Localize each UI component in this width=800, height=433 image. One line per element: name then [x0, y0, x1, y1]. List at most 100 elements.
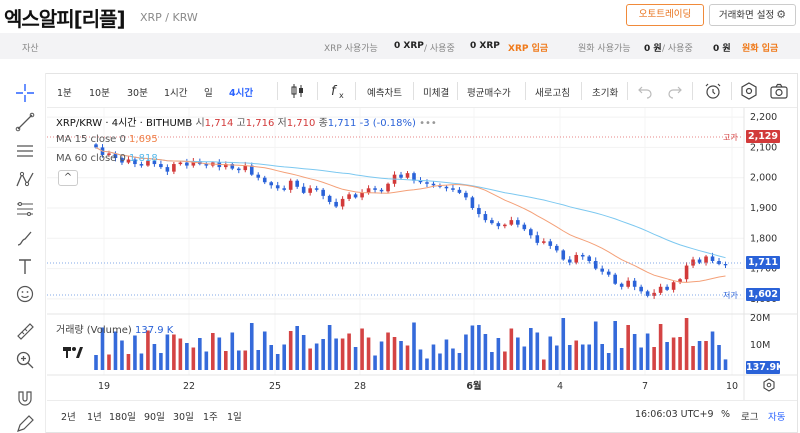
toolbar-divider — [627, 82, 628, 100]
volume-bar — [94, 355, 98, 370]
forecast-chart-button[interactable]: 예측차트 — [367, 88, 402, 99]
candle-body — [580, 254, 585, 257]
candle-body — [535, 235, 540, 243]
candle-body — [347, 194, 351, 199]
interval-1m[interactable]: 1분 — [57, 88, 72, 99]
settings-icon[interactable] — [739, 81, 759, 101]
volume-bar — [334, 338, 338, 370]
range-1d[interactable]: 1일 — [227, 412, 242, 423]
crosshair-icon[interactable] — [14, 82, 36, 104]
volume-bar — [217, 337, 222, 370]
candle-body — [334, 201, 338, 207]
volume-value: 137.9 K — [134, 325, 174, 336]
log-toggle[interactable]: 로그 — [741, 412, 759, 423]
candle-type-icon[interactable] — [289, 82, 307, 100]
range-90d[interactable]: 90일 — [144, 412, 165, 423]
candle-body — [665, 286, 669, 290]
candle-body — [146, 161, 150, 166]
candle-body — [204, 164, 209, 166]
reset-button[interactable]: 초기화 — [592, 88, 619, 99]
volume-bar — [288, 331, 293, 370]
range-1y[interactable]: 1년 — [87, 412, 102, 423]
auto-trade-button[interactable]: 오토트레이딩 — [626, 4, 704, 26]
interval-30m[interactable]: 30분 — [127, 88, 148, 99]
redo-icon[interactable] — [667, 83, 683, 99]
svg-text:x: x — [339, 91, 344, 100]
candle-body — [412, 173, 416, 181]
brush-icon[interactable] — [14, 227, 36, 249]
range-30d[interactable]: 30일 — [173, 412, 194, 423]
volume-bar — [243, 350, 248, 370]
chart-settings-icon[interactable] — [762, 378, 776, 392]
horizontal-lines-icon[interactable] — [14, 140, 36, 162]
refresh-button[interactable]: 새로고침 — [535, 88, 570, 99]
magnet-icon[interactable] — [14, 387, 36, 409]
open-orders-button[interactable]: 미체결 — [423, 88, 450, 99]
volume-bar — [548, 336, 553, 370]
fib-icon[interactable] — [14, 198, 36, 220]
time-tick-label: 25 — [269, 381, 281, 392]
xrp-deposit-link[interactable]: XRP 입금 — [508, 44, 549, 54]
volume-bar — [347, 333, 351, 370]
price-chart[interactable]: 2,2002,1002,0001,9001,8001,7001,60020M10… — [47, 108, 797, 400]
text-tool-icon[interactable] — [14, 256, 36, 278]
more-icon[interactable]: ••• — [419, 118, 437, 129]
pencil-icon[interactable] — [14, 413, 36, 433]
krw-deposit-link[interactable]: 원화 입금 — [742, 44, 779, 54]
interval-day[interactable]: 일 — [204, 88, 213, 99]
volume-bar — [211, 333, 215, 370]
gear-icon: ⚙ — [776, 8, 787, 21]
volume-legend: 거래량 (Volume) 137.9 K — [56, 321, 173, 336]
interval-4h[interactable]: 4시간 — [229, 88, 254, 99]
interval-10m[interactable]: 10분 — [89, 88, 110, 99]
open-value: 1,714 — [204, 118, 234, 129]
candle-body — [113, 153, 118, 158]
range-180d[interactable]: 180일 — [109, 412, 136, 423]
range-2y[interactable]: 2년 — [61, 412, 76, 423]
volume-bar — [626, 325, 630, 370]
range-bar: 2년 1년 180일 90일 30일 1주 1일 16:06:03 UTC+9 … — [47, 400, 797, 432]
candle-body — [295, 180, 299, 187]
zoom-in-icon[interactable] — [14, 349, 36, 371]
percent-toggle[interactable]: % — [721, 409, 731, 420]
volume-bar — [554, 345, 559, 370]
emoji-icon[interactable] — [14, 283, 36, 305]
alert-clock-icon[interactable] — [703, 81, 723, 101]
candle-body — [308, 188, 312, 193]
volume-bar — [412, 322, 416, 370]
candle-body — [386, 183, 390, 192]
ruler-icon[interactable] — [14, 320, 36, 342]
undo-icon[interactable] — [637, 83, 653, 99]
volume-bar — [282, 344, 287, 370]
screen-settings-button[interactable]: 거래화면 설정 ⚙ — [709, 4, 796, 26]
candle-body — [431, 183, 436, 186]
ma60-line — [95, 146, 726, 259]
asset-label: 자산 — [22, 44, 39, 54]
avg-buy-price-button[interactable]: 평균매수가 — [467, 88, 511, 99]
volume-bar — [658, 324, 663, 370]
candle-body — [451, 188, 455, 190]
interval-1h[interactable]: 1시간 — [164, 88, 188, 99]
auto-toggle[interactable]: 자동 — [768, 412, 786, 423]
candle-body — [275, 185, 280, 189]
volume-bar — [723, 359, 728, 370]
candle-body — [185, 162, 189, 166]
trend-line-icon[interactable] — [14, 111, 36, 133]
volume-bar — [567, 345, 572, 370]
candle-body — [684, 265, 689, 280]
high-price-tag: 2,129 — [746, 130, 780, 143]
candle-body — [282, 188, 287, 190]
low-value: 1,710 — [286, 118, 316, 129]
range-1w[interactable]: 1주 — [203, 412, 218, 423]
volume-bar — [152, 344, 157, 370]
candle-body — [678, 279, 682, 283]
collapse-legend-button[interactable]: ^ — [58, 170, 78, 186]
symbol-name: XRP/KRW · 4시간 · BITHUMB — [56, 118, 193, 129]
camera-icon[interactable] — [769, 81, 789, 101]
candle-body — [159, 164, 163, 168]
candle-body — [541, 241, 546, 243]
volume-bar — [678, 337, 682, 370]
volume-bar — [684, 318, 689, 370]
pattern-icon[interactable] — [14, 169, 36, 191]
